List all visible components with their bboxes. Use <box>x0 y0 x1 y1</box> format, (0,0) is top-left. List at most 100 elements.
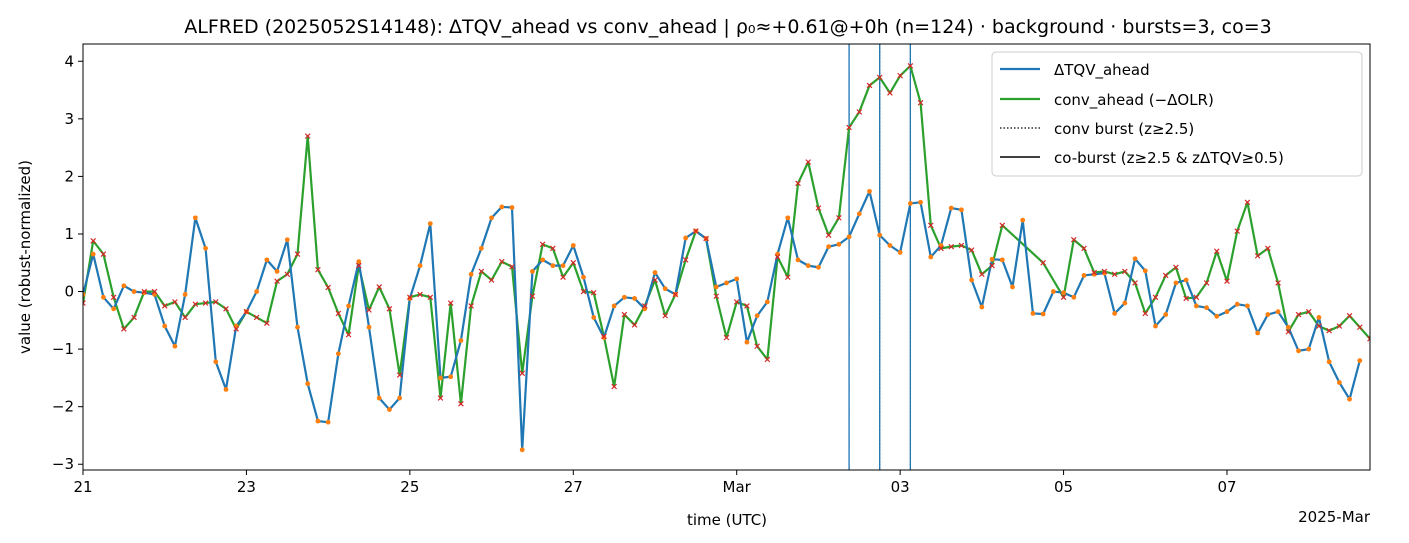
point-conv-120 <box>1346 312 1353 319</box>
point-conv-15 <box>233 326 240 332</box>
point-conv-51 <box>601 333 607 340</box>
chart-title: ALFRED (2025052S14148): ΔTQV_ahead vs co… <box>184 16 1271 38</box>
point-conv-103 <box>1173 264 1179 271</box>
point-conv-73 <box>825 232 832 238</box>
point-conv-52 <box>611 383 617 390</box>
point-conv-17 <box>253 314 260 321</box>
point-dtqv-0 <box>83 292 86 297</box>
point-conv-1 <box>90 238 97 244</box>
point-conv-26 <box>345 331 352 338</box>
point-conv-59 <box>682 257 689 263</box>
point-dtqv-45 <box>540 257 546 263</box>
point-conv-53 <box>621 311 628 318</box>
point-conv-82 <box>917 99 924 106</box>
point-dtqv-21 <box>295 324 300 330</box>
point-conv-42 <box>509 263 515 270</box>
point-conv-88 <box>979 271 985 278</box>
point-dtqv-49 <box>581 274 586 280</box>
point-dtqv-63 <box>724 280 729 286</box>
point-dtqv-115 <box>1255 330 1261 336</box>
point-dtqv-105 <box>1153 323 1158 329</box>
point-dtqv-108 <box>1183 277 1189 283</box>
point-conv-47 <box>560 274 566 280</box>
point-dtqv-104 <box>1142 268 1148 274</box>
legend-box <box>991 51 1363 177</box>
plot-frame <box>82 43 1371 471</box>
point-conv-110 <box>1244 199 1251 206</box>
point-dtqv-57 <box>662 286 668 292</box>
point-conv-107 <box>1213 248 1220 255</box>
point-dtqv-80 <box>897 249 903 255</box>
y-tick-label-0: 0 <box>64 283 74 301</box>
point-conv-74 <box>836 215 842 221</box>
x-tick-label-1: 23 <box>237 478 256 496</box>
point-dtqv-82 <box>918 199 923 205</box>
point-dtqv-22 <box>305 381 311 387</box>
point-dtqv-51 <box>601 335 607 340</box>
point-conv-116 <box>1305 308 1312 315</box>
point-dtqv-72 <box>816 264 821 270</box>
point-conv-111 <box>1254 253 1261 259</box>
y-tick-label-4: 4 <box>64 52 74 70</box>
point-conv-40 <box>488 277 495 283</box>
point-dtqv-124 <box>1347 396 1352 402</box>
point-conv-31 <box>396 372 403 378</box>
x-axis: 21 23 25 27 Mar 03 05 07 <box>73 470 1237 496</box>
point-conv-56 <box>652 277 658 283</box>
point-conv-91 <box>1040 259 1046 266</box>
point-dtqv-110 <box>1204 305 1209 311</box>
point-conv-29 <box>376 284 383 290</box>
point-conv-99 <box>1132 280 1138 286</box>
point-conv-50 <box>590 289 597 296</box>
point-dtqv-106 <box>1163 312 1169 317</box>
point-dtqv-88 <box>979 304 985 310</box>
point-conv-19 <box>274 278 280 285</box>
point-conv-101 <box>1152 294 1159 301</box>
x-tick-label-7: 07 <box>1217 478 1236 496</box>
point-dtqv-65 <box>744 339 750 345</box>
point-conv-8 <box>161 303 168 309</box>
point-conv-69 <box>784 274 791 280</box>
point-conv-32 <box>407 294 413 301</box>
point-dtqv-78 <box>877 232 883 238</box>
point-dtqv-92 <box>1020 217 1026 223</box>
point-dtqv-122 <box>1326 359 1332 365</box>
legend: ΔTQV_ahead conv_ahead (−ΔOLR) conv burst… <box>991 51 1363 177</box>
y-tick-label-2: 2 <box>64 167 74 185</box>
point-conv-104 <box>1183 295 1189 302</box>
point-conv-96 <box>1101 268 1108 275</box>
point-dtqv-8 <box>162 323 168 329</box>
point-dtqv-121 <box>1316 315 1322 320</box>
point-conv-44 <box>529 293 536 299</box>
point-conv-72 <box>815 205 822 211</box>
point-conv-60 <box>693 228 699 234</box>
point-dtqv-53 <box>621 294 627 300</box>
point-dtqv-103 <box>1132 256 1138 262</box>
point-conv-33 <box>417 291 423 298</box>
point-conv-68 <box>774 254 781 260</box>
point-conv-30 <box>386 305 393 312</box>
y-tick-label--2: −2 <box>52 398 74 416</box>
legend-label-conv-burst: conv burst (z≥2.5) <box>1054 120 1194 138</box>
point-dtqv-35 <box>438 375 443 381</box>
point-conv-78 <box>876 74 883 81</box>
point-conv-0 <box>83 300 86 306</box>
point-conv-105 <box>1193 294 1200 301</box>
point-dtqv-113 <box>1234 301 1240 307</box>
point-conv-5 <box>131 314 137 321</box>
point-dtqv-70 <box>795 257 801 263</box>
point-conv-97 <box>1111 271 1118 278</box>
point-conv-24 <box>325 284 331 291</box>
point-conv-65 <box>744 303 750 309</box>
point-dtqv-24 <box>325 419 331 425</box>
y-tick-label--3: −3 <box>52 455 74 473</box>
point-conv-83 <box>927 222 934 229</box>
point-conv-70 <box>795 180 801 187</box>
point-conv-77 <box>866 82 873 89</box>
point-dtqv-10 <box>182 292 188 297</box>
point-dtqv-6 <box>141 290 147 296</box>
point-dtqv-34 <box>427 221 433 227</box>
point-conv-7 <box>151 288 158 295</box>
point-dtqv-5 <box>131 289 137 294</box>
